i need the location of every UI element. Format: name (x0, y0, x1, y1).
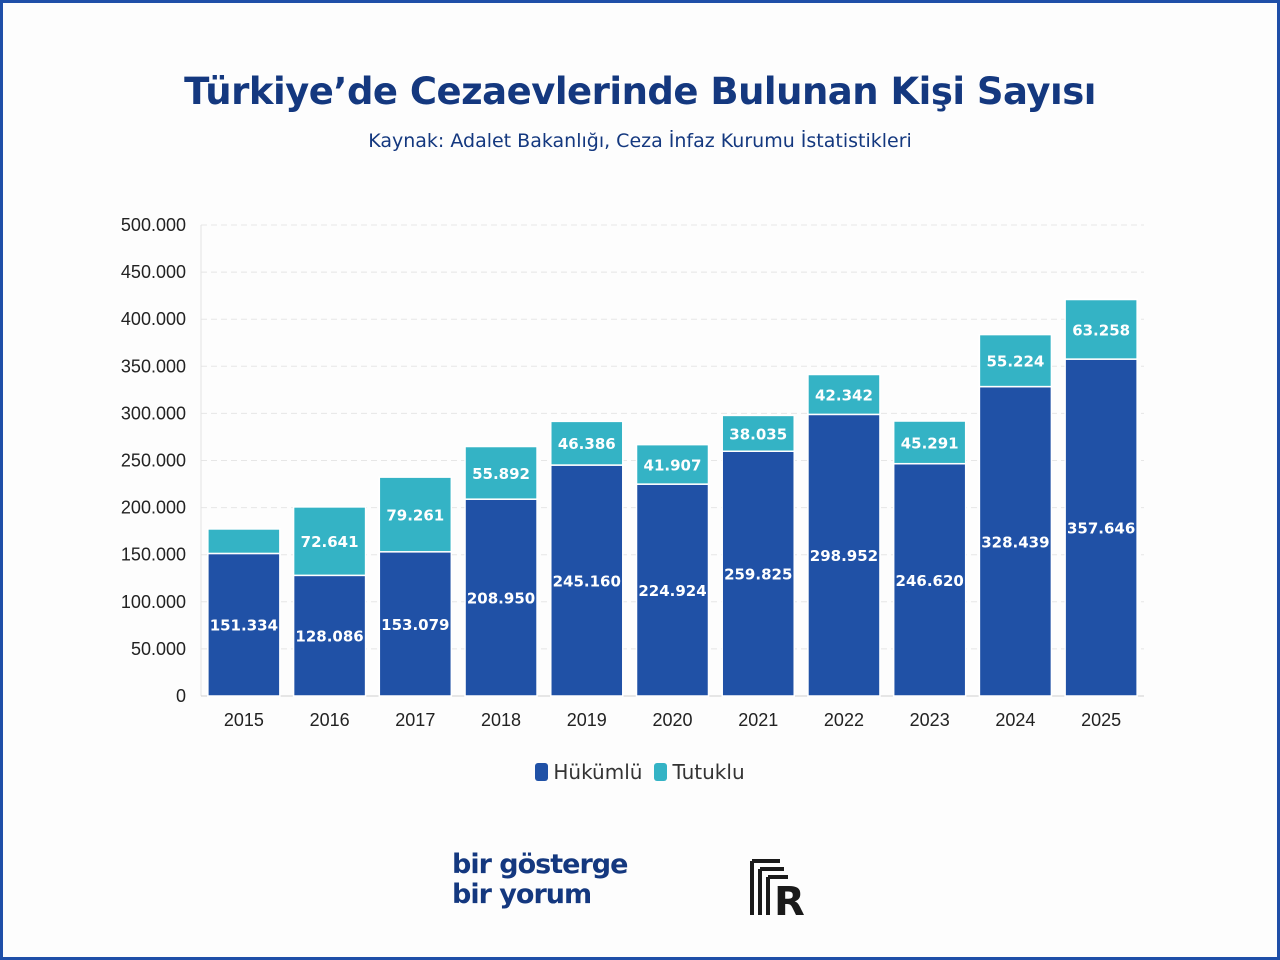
bar-tutuklu-2019[interactable] (550, 420, 624, 466)
x-tick-label: 2022 (824, 710, 864, 730)
legend-label-hukumlu: Hükümlü (553, 760, 643, 784)
y-tick-label: 0 (176, 686, 186, 706)
svg-text:R: R (774, 879, 805, 921)
bar-tutuklu-2025[interactable] (1064, 298, 1138, 360)
bar-value-label: 41.907 (644, 456, 702, 474)
x-tick-label: 2023 (910, 710, 950, 730)
bar-value-label: 259.825 (724, 566, 792, 584)
y-tick-label: 500.000 (121, 215, 186, 235)
x-tick-label: 2021 (738, 710, 778, 730)
bar-hukumlu-2025[interactable] (1064, 358, 1138, 697)
bar-tutuklu-2015[interactable] (207, 528, 281, 555)
x-tick-label: 2019 (567, 710, 607, 730)
bar-hukumlu-2015[interactable] (207, 552, 281, 697)
bar-value-label: 224.924 (638, 582, 706, 600)
legend-label-tutuklu: Tutuklu (672, 760, 745, 784)
bar-value-label: 79.261 (386, 506, 444, 524)
stacked-bar-chart: 0 50.000 100.000 150.000 200.000 250.000 300.0… (121, 215, 1144, 730)
brand-logo: bir gösterge bir yorum (452, 849, 628, 910)
bar-hukumlu-2023[interactable] (892, 462, 967, 697)
legend-item-tutuklu[interactable]: Tutuklu (654, 760, 745, 784)
y-tick-label: 400.000 (121, 309, 186, 329)
bar-tutuklu-2023[interactable] (892, 420, 967, 465)
bar-value-label: 42.342 (815, 386, 873, 404)
bar-tutuklu-2021[interactable] (721, 414, 795, 452)
y-tick-label: 100.000 (121, 592, 186, 612)
r-logo-icon: R (750, 859, 805, 921)
x-tick-label: 2017 (395, 710, 435, 730)
bar-value-label: 153.079 (381, 616, 449, 634)
x-tick-label: 2018 (481, 710, 521, 730)
bar-value-label: 63.258 (1072, 321, 1130, 339)
brand-line-1: bir gösterge (452, 849, 628, 880)
bar-hukumlu-2024[interactable] (978, 385, 1053, 697)
chart-title: Türkiye’de Cezaevlerinde Bulunan Kişi Sa… (184, 70, 1096, 113)
x-tick-label: 2025 (1081, 710, 1121, 730)
bar-hukumlu-2020[interactable] (635, 483, 710, 697)
y-tick-label: 250.000 (121, 451, 186, 471)
y-axis: 0 50.000 100.000 150.000 200.000 250.000 300.0… (121, 215, 1144, 706)
legend-item-hukumlu[interactable]: Hükümlü (535, 760, 642, 784)
x-tick-label: 2020 (652, 710, 692, 730)
brand-line-2: bir yorum (452, 879, 592, 910)
y-tick-label: 50.000 (131, 639, 186, 659)
bar-value-label: 72.641 (301, 533, 359, 551)
bar-value-label: 151.334 (210, 617, 278, 635)
x-tick-label: 2024 (995, 710, 1035, 730)
x-axis: 2015 2016 2017 2018 2019 2020 2021 2022 2023 2024… (224, 710, 1121, 730)
bar-value-label: 246.620 (896, 572, 964, 590)
bars: 151.334 128.086 72.641 153.079 79.261 208.950… (207, 298, 1138, 697)
x-tick-label: 2016 (310, 710, 350, 730)
bar-value-label: 55.892 (472, 465, 530, 483)
chart-subtitle: Kaynak: Adalet Bakanlığı, Ceza İnfaz Kur… (368, 130, 912, 152)
bar-hukumlu-2016[interactable] (292, 574, 367, 697)
bar-value-label: 38.035 (729, 425, 787, 443)
bar-tutuklu-2017[interactable] (378, 476, 453, 553)
bar-tutuklu-2020[interactable] (635, 443, 710, 485)
bar-value-label: 46.386 (558, 435, 616, 453)
bar-hukumlu-2021[interactable] (721, 450, 795, 697)
bar-value-label: 245.160 (553, 573, 621, 591)
bar-value-label: 298.952 (810, 547, 878, 565)
bar-hukumlu-2019[interactable] (550, 464, 624, 697)
bar-value-label: 328.439 (981, 533, 1049, 551)
legend: Hükümlü Tutuklu (0, 760, 1280, 784)
bar-value-label: 357.646 (1067, 520, 1135, 538)
bar-value-label: 208.950 (467, 590, 535, 608)
y-tick-label: 150.000 (121, 545, 186, 565)
bar-value-label: 45.291 (901, 434, 959, 452)
y-tick-label: 200.000 (121, 498, 186, 518)
y-tick-label: 350.000 (121, 356, 186, 376)
bar-tutuklu-2024[interactable] (978, 333, 1053, 388)
bar-tutuklu-2022[interactable] (807, 373, 881, 416)
bar-hukumlu-2017[interactable] (378, 551, 453, 697)
y-tick-label: 300.000 (121, 403, 186, 423)
bar-tutuklu-2018[interactable] (464, 445, 538, 500)
legend-swatch-hukumlu (535, 763, 549, 781)
bar-value-label: 55.224 (986, 353, 1044, 371)
bar-tutuklu-2016[interactable] (292, 506, 367, 577)
x-tick-label: 2015 (224, 710, 264, 730)
y-tick-label: 450.000 (121, 262, 186, 282)
bar-value-label: 128.086 (295, 628, 363, 646)
legend-swatch-tutuklu (654, 763, 668, 781)
